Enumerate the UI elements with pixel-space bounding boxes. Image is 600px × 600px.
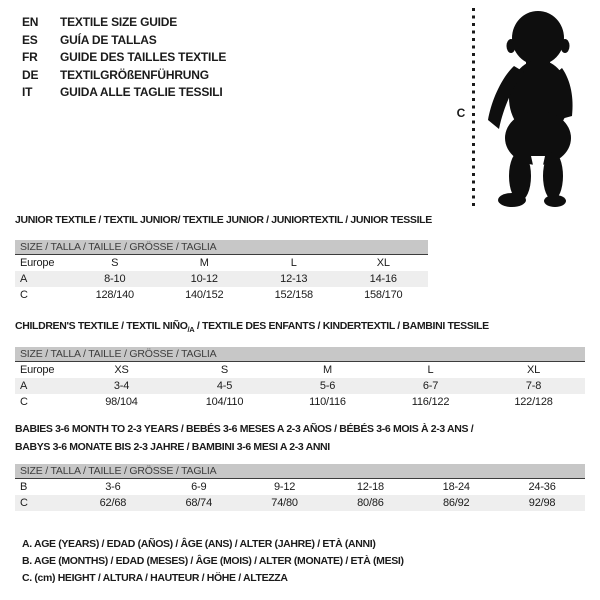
babies-table-title: BABIES 3-6 MONTH TO 2-3 YEARS / BEBÉS 3-… <box>15 421 474 456</box>
language-row: FR GUIDE DES TAILLES TEXTILE <box>22 49 226 67</box>
row-label: A <box>20 273 28 285</box>
size-cell: XL <box>376 257 390 269</box>
height-measure-dotted-line <box>472 8 475 208</box>
row-label: C <box>20 289 28 301</box>
size-cell: M <box>199 257 209 269</box>
language-row: IT GUIDA ALLE TAGLIE TESSILI <box>22 84 226 102</box>
size-cell: M <box>323 364 332 376</box>
months-cell: 12-18 <box>356 481 384 493</box>
size-cell: XL <box>526 364 541 376</box>
language-code: ES <box>22 32 38 47</box>
size-cell: S <box>220 364 229 376</box>
height-cell: 110/116 <box>309 396 346 408</box>
guide-title: TEXTILGRÖßENFÜHRUNG <box>60 67 209 82</box>
table-row-age: A 3-4 4-5 5-6 6-7 7-8 <box>15 378 585 394</box>
height-cell: 104/110 <box>205 396 244 408</box>
guide-title: GUIDA ALLE TAGLIE TESSILI <box>60 85 223 99</box>
babies-title-line1: BABIES 3-6 MONTH TO 2-3 YEARS / BEBÉS 3-… <box>15 423 474 435</box>
children-table-title: CHILDREN'S TEXTILE / TEXTIL NIÑO/A / TEX… <box>15 320 489 336</box>
height-cell: 92/98 <box>528 497 556 509</box>
language-code: EN <box>22 15 39 29</box>
size-header-bar: SIZE / TALLA / TAILLE / GRÖSSE / TAGLIA <box>15 347 585 362</box>
children-title-post: / TEXTILE DES ENFANTS / KINDERTEXTIL / B… <box>194 320 489 332</box>
age-cell: 8-10 <box>104 273 126 285</box>
age-cell: 3-4 <box>113 380 130 392</box>
table-row-europe: Europe S M L XL <box>15 255 428 271</box>
age-cell: 7-8 <box>525 380 542 392</box>
legend-footnotes: A. AGE (YEARS) / EDAD (AÑOS) / ÂGE (ANS)… <box>22 536 404 588</box>
footnote-age-years: A. AGE (YEARS) / EDAD (AÑOS) / ÂGE (ANS)… <box>22 538 376 550</box>
children-title-pre: CHILDREN'S TEXTILE / TEXTIL NIÑO <box>15 320 188 332</box>
language-code: IT <box>22 85 33 99</box>
language-row: DE TEXTILGRÖßENFÜHRUNG <box>22 67 226 85</box>
language-code: FR <box>22 50 38 64</box>
height-cell: 140/152 <box>185 289 224 301</box>
row-label: Europe <box>20 257 55 269</box>
junior-table-title: JUNIOR TEXTILE / TEXTIL JUNIOR/ TEXTILE … <box>15 214 432 226</box>
language-row: ES GUÍA DE TALLAS <box>22 32 226 50</box>
height-cell: 68/74 <box>185 497 212 509</box>
height-measure-label: C <box>456 106 466 120</box>
row-label: A <box>20 380 28 392</box>
months-cell: 3-6 <box>105 481 121 493</box>
height-cell: 80/86 <box>357 497 384 509</box>
age-cell: 10-12 <box>190 273 218 285</box>
table-row-europe: Europe XS S M L XL <box>15 362 585 378</box>
guide-title: TEXTILE SIZE GUIDE <box>60 15 178 29</box>
height-cell: 122/128 <box>514 396 553 408</box>
language-code: DE <box>22 67 39 82</box>
size-header-bar: SIZE / TALLA / TAILLE / GRÖSSE / TAGLIA <box>15 464 585 479</box>
age-cell: 5-6 <box>319 380 336 392</box>
height-cell: 116/122 <box>411 396 450 408</box>
height-cell: 98/104 <box>105 396 138 408</box>
height-cell: 86/92 <box>442 497 470 509</box>
row-label: C <box>20 396 28 408</box>
table-row-months: B 3-6 6-9 9-12 12-18 18-24 24-36 <box>15 479 585 495</box>
size-cell: S <box>111 257 119 269</box>
children-title-sub: /A <box>187 325 195 335</box>
row-label: Europe <box>20 364 55 376</box>
height-cell: 74/80 <box>271 497 298 509</box>
months-cell: 18-24 <box>442 481 470 493</box>
babies-textile-table: SIZE / TALLA / TAILLE / GRÖSSE / TAGLIA … <box>15 464 585 511</box>
row-label: B <box>20 481 28 493</box>
height-cell: 158/170 <box>364 289 403 301</box>
table-row-height: C 62/68 68/74 74/80 80/86 86/92 92/98 <box>15 495 585 511</box>
footnote-age-months: B. AGE (MONTHS) / EDAD (MESES) / ÂGE (MO… <box>22 555 404 568</box>
size-header-bar: SIZE / TALLA / TAILLE / GRÖSSE / TAGLIA <box>15 240 428 255</box>
baby-silhouette-icon <box>488 11 573 207</box>
table-row-height: C 98/104 104/110 110/116 116/122 122/128 <box>15 394 585 410</box>
junior-textile-table: SIZE / TALLA / TAILLE / GRÖSSE / TAGLIA … <box>15 240 428 303</box>
language-row: EN TEXTILE SIZE GUIDE <box>22 14 226 32</box>
age-cell: 12-13 <box>280 273 308 285</box>
footnote-height-cm: C. (cm) HEIGHT / ALTURA / HAUTEUR / HÖHE… <box>22 572 288 585</box>
height-cell: 62/68 <box>99 497 127 509</box>
guide-title: GUÍA DE TALLAS <box>60 32 157 47</box>
language-title-list: EN TEXTILE SIZE GUIDE ES GUÍA DE TALLAS … <box>22 14 226 102</box>
size-cell: L <box>290 257 297 269</box>
table-row-height: C 128/140 140/152 152/158 158/170 <box>15 287 428 303</box>
children-textile-table: SIZE / TALLA / TAILLE / GRÖSSE / TAGLIA … <box>15 347 585 410</box>
age-cell: 14-16 <box>369 273 397 285</box>
guide-title: GUIDE DES TAILLES TEXTILE <box>60 50 227 64</box>
months-cell: 9-12 <box>273 481 296 493</box>
table-row-age: A 8-10 10-12 12-13 14-16 <box>15 271 428 287</box>
height-cell: 152/158 <box>274 289 314 301</box>
babies-title-line2: BABYS 3-6 MONATE BIS 2-3 JAHRE / BAMBINI… <box>15 440 330 453</box>
size-cell: XS <box>114 364 129 376</box>
months-cell: 6-9 <box>191 481 207 493</box>
size-cell: L <box>427 364 434 376</box>
age-cell: 6-7 <box>422 380 439 392</box>
months-cell: 24-36 <box>528 481 556 493</box>
row-label: C <box>20 497 28 509</box>
age-cell: 4-5 <box>216 380 233 392</box>
height-cell: 128/140 <box>95 289 135 301</box>
